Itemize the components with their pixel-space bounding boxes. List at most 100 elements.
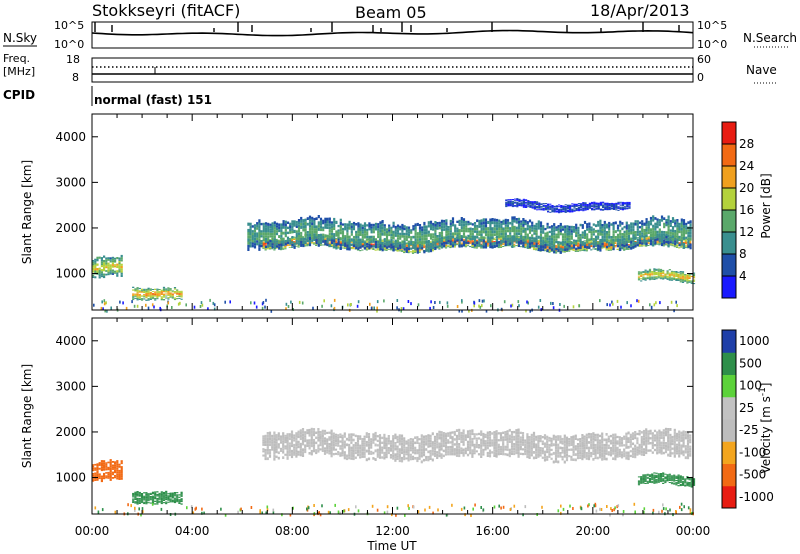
velocity-cell [341,436,344,440]
power-cell [667,234,670,238]
power-cell [151,296,155,298]
power-cell [275,230,279,233]
power-cell [372,249,375,250]
power-cell [487,227,490,231]
power-cell [649,228,653,232]
power-cell [640,244,643,246]
power-cell [341,247,344,249]
power-cell [662,245,665,247]
power-cell [315,236,318,239]
power-cell [572,249,575,251]
velocity-cell [356,444,360,447]
velocity-cell [330,443,333,447]
velocity-cell [295,443,298,447]
power-cell [267,225,270,229]
power-cell [640,271,643,273]
power-cell [513,245,516,247]
power-cell [317,243,320,247]
power-cell [685,225,688,228]
power-cell [253,226,257,230]
power-cell [249,222,252,226]
power-cell [352,244,356,248]
power-cell [689,243,692,247]
power-cell [500,223,503,226]
power-cell [513,243,516,245]
velocity-cell [271,443,274,447]
power-cell [504,235,507,238]
velocity-cell [392,452,395,455]
power-cell [617,208,620,210]
velocity-cell [361,451,364,454]
power-cell [505,206,508,208]
power-cell [636,238,639,242]
power-cell [656,241,659,243]
power-cell [584,204,587,206]
power-cell [606,204,609,206]
power-cell [634,241,637,242]
power-cell [328,235,331,239]
power-cell [385,230,389,234]
velocity-cell [301,442,305,446]
power-cell [542,203,545,205]
power-cell [379,247,382,250]
power-cell [522,223,525,227]
velocity-cell [370,438,373,441]
power-speck [675,300,677,304]
power-cell [476,244,479,247]
velocity-cell [273,451,276,455]
power-cell [132,286,135,288]
power-cell [295,225,298,228]
velocity-cell [341,443,344,446]
power-cell [568,228,571,231]
velocity-cell [378,434,382,437]
power-cell [487,233,490,237]
power-cell [403,225,406,228]
power-cell [350,230,353,234]
power-cell [669,224,672,227]
power-cell [614,242,617,244]
power-cell [689,246,692,250]
power-cell [149,293,152,295]
power-cell [637,279,641,281]
velocity-cell [315,441,318,445]
power-cell [436,227,439,230]
power-cell [679,276,682,278]
power-cell [504,224,507,227]
power-cell [103,269,106,272]
power-cell [577,209,580,211]
power-cell [665,240,668,244]
power-cell [140,291,144,293]
power-cell [548,251,551,253]
power-cell [628,204,631,206]
power-cell [350,247,353,249]
power-cell [638,221,642,224]
power-cell [595,208,598,210]
power-cell [381,229,384,233]
power-cell [267,238,270,242]
power-cell [392,245,395,249]
power-cell [659,273,663,274]
power-cell [674,235,677,238]
power-cell [673,246,676,248]
power-cell [326,217,329,221]
power-cell [431,248,434,250]
power-cell [271,243,274,246]
power-cell [615,204,618,206]
power-speck [483,299,485,303]
power-cell [264,244,267,246]
power-cell [355,243,358,247]
power-cell [315,238,318,242]
power-cell [562,206,565,208]
power-cell [267,222,270,226]
power-cell [684,245,687,247]
power-cell [434,241,437,245]
power-cell [586,241,589,244]
velocity-cell [339,435,342,439]
velocity-cell [370,450,373,453]
velocity-cell [385,453,388,456]
power-cell [286,236,290,240]
power-cell [634,231,637,234]
power-cell [176,291,179,293]
power-cell [675,278,678,279]
velocity-cell [396,435,399,439]
